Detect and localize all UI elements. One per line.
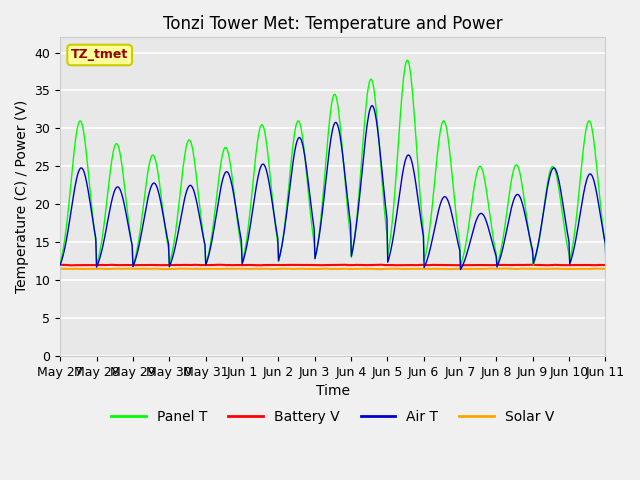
Solar V	[56, 266, 64, 272]
Text: TZ_tmet: TZ_tmet	[71, 48, 128, 61]
Panel T	[445, 138, 452, 144]
Battery V	[232, 262, 240, 268]
Air T	[638, 353, 640, 359]
Solar V	[282, 266, 290, 272]
Solar V	[502, 265, 509, 271]
Battery V	[638, 262, 640, 268]
Battery V	[125, 262, 133, 268]
Panel T	[125, 217, 132, 223]
Air T	[232, 201, 239, 207]
Panel T	[404, 57, 412, 63]
Line: Solar V: Solar V	[60, 268, 640, 269]
Title: Tonzi Tower Met: Temperature and Power: Tonzi Tower Met: Temperature and Power	[163, 15, 502, 33]
X-axis label: Time: Time	[316, 384, 350, 398]
Solar V	[412, 266, 420, 272]
Air T	[368, 103, 376, 108]
Solar V	[260, 266, 268, 272]
Legend: Panel T, Battery V, Air T, Solar V: Panel T, Battery V, Air T, Solar V	[106, 405, 560, 430]
Battery V	[445, 262, 453, 268]
Panel T	[232, 201, 239, 207]
Battery V	[376, 262, 383, 267]
Panel T	[56, 260, 64, 265]
Air T	[282, 215, 290, 220]
Solar V	[378, 266, 385, 272]
Solar V	[232, 266, 239, 272]
Air T	[412, 180, 420, 186]
Y-axis label: Temperature (C) / Power (V): Temperature (C) / Power (V)	[15, 100, 29, 293]
Panel T	[412, 134, 420, 140]
Air T	[445, 199, 452, 204]
Panel T	[282, 210, 290, 216]
Battery V	[68, 263, 76, 268]
Battery V	[56, 262, 64, 268]
Panel T	[638, 353, 640, 359]
Air T	[56, 262, 64, 268]
Panel T	[260, 126, 268, 132]
Line: Battery V: Battery V	[60, 264, 640, 265]
Air T	[125, 223, 132, 229]
Battery V	[413, 262, 420, 268]
Line: Panel T: Panel T	[60, 60, 640, 356]
Solar V	[445, 266, 452, 272]
Air T	[260, 162, 268, 168]
Solar V	[125, 266, 132, 272]
Battery V	[283, 262, 291, 268]
Line: Air T: Air T	[60, 106, 640, 356]
Battery V	[261, 262, 269, 268]
Solar V	[638, 266, 640, 272]
